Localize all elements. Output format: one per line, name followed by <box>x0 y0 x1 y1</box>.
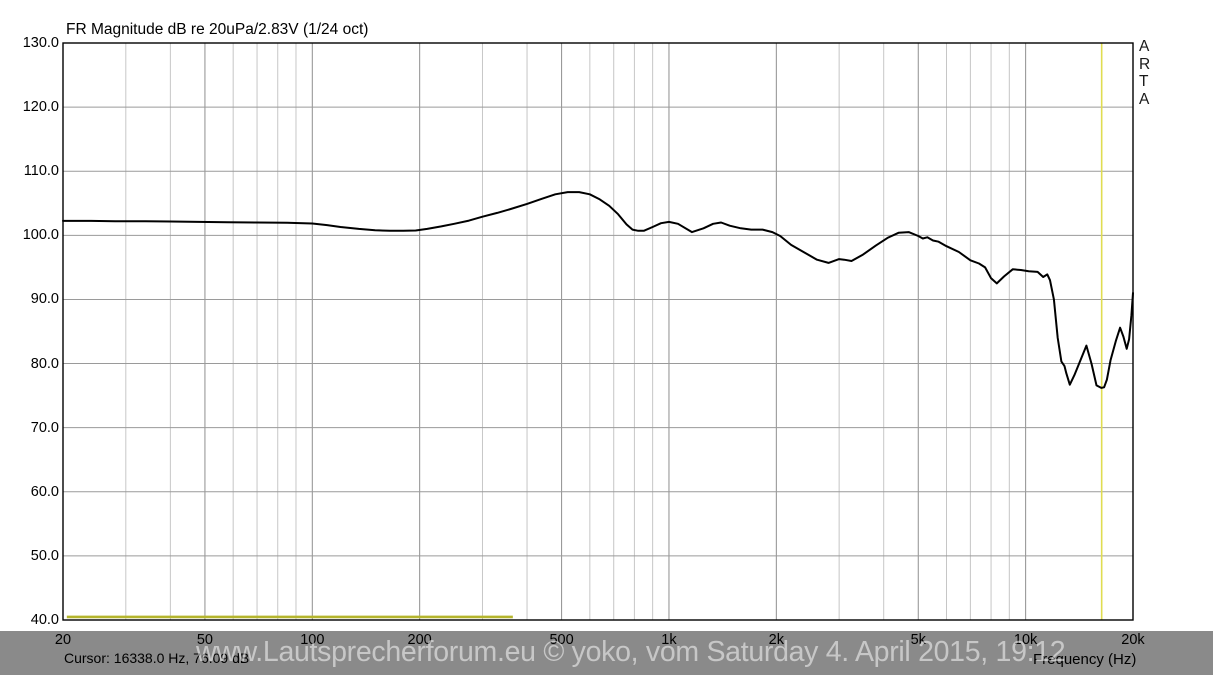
cursor-readout: Cursor: 16338.0 Hz, 76.09 dB <box>64 650 250 666</box>
x-tick-label: 200 <box>407 632 432 648</box>
x-tick-label: 100 <box>300 632 325 648</box>
x-tick-label: 2k <box>768 632 784 648</box>
frequency-axis-label: Frequency (Hz) <box>1033 651 1137 668</box>
x-tick-label: 1k <box>661 632 677 648</box>
arta-vertical-logo: A R T A <box>1139 38 1151 108</box>
chart-title: FR Magnitude dB re 20uPa/2.83V (1/24 oct… <box>66 21 369 38</box>
x-tick-label: 5k <box>910 632 926 648</box>
x-tick-label: 50 <box>196 632 213 648</box>
y-tick-label: 80.0 <box>30 355 59 372</box>
x-tick-label: 500 <box>549 632 574 648</box>
y-tick-label: 70.0 <box>30 419 59 436</box>
y-tick-label: 50.0 <box>30 547 59 564</box>
status-bar <box>0 631 1213 675</box>
y-tick-label: 110.0 <box>23 163 59 180</box>
plot-frame <box>62 42 1134 621</box>
y-tick-label: 100.0 <box>22 227 59 244</box>
y-tick-label: 120.0 <box>22 99 59 116</box>
fr-magnitude-curve <box>62 191 1134 389</box>
y-tick-label: 90.0 <box>30 291 59 308</box>
y-tick-label: 130.0 <box>22 35 59 51</box>
forum-watermark: www.Lautsprecherforum.eu © yoko, vom Sat… <box>196 636 1066 668</box>
x-tick-label: 20 <box>54 632 72 648</box>
y-tick-label: 60.0 <box>30 483 59 500</box>
x-tick-label: 10k <box>1013 632 1038 648</box>
x-tick-label: 20k <box>1121 632 1145 648</box>
y-tick-label: 40.0 <box>30 612 59 628</box>
